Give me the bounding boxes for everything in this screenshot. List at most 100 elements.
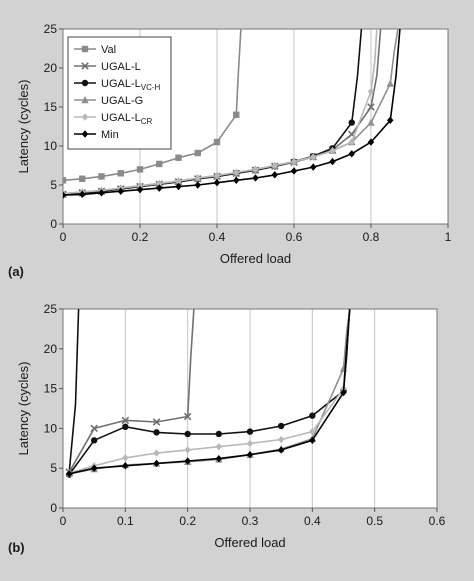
data-point-min: [387, 116, 394, 124]
x-tick-label: 0.5: [366, 514, 383, 528]
data-point-ugal-l-cr: [175, 177, 182, 185]
data-point-val: [98, 173, 105, 180]
legend-label-val: Val: [101, 44, 116, 56]
data-point-min: [90, 464, 98, 472]
data-point-ugal-l-cr: [215, 443, 223, 451]
y-tick-label: 0: [50, 217, 57, 231]
legend-label-subscript: VC-H: [141, 83, 161, 92]
x-axis-label: Offered load: [220, 251, 291, 266]
x-tick-label: 0.6: [286, 230, 303, 244]
data-point-ugal-l-vc-h: [184, 430, 191, 438]
legend-label-main: UGAL-L: [101, 112, 141, 124]
data-point-min: [340, 388, 347, 397]
data-point-ugal-g: [386, 79, 394, 87]
data-point-ugal-l: [121, 416, 130, 425]
data-point-min: [98, 189, 105, 197]
data-point-ugal-l-cr: [309, 427, 316, 436]
x-tick-label: 0.3: [242, 514, 259, 528]
x-tick-label: 0: [60, 230, 67, 244]
x-tick-label: 0.4: [304, 514, 321, 528]
data-point-ugal-l-vc-h: [90, 437, 98, 444]
plot-frame: [62, 28, 449, 225]
legend-item-ugal-l-cr: UGAL-LCR: [74, 112, 153, 126]
legend-item-ugal-g: UGAL-G: [74, 95, 143, 107]
data-point-ugal-l-vc-h: [153, 429, 160, 436]
series-line-min: [69, 309, 351, 475]
data-point-min: [194, 181, 201, 189]
x-tick-label: 0.8: [363, 230, 380, 244]
legend-label-min: Min: [101, 129, 119, 141]
legend-label-main: UGAL-L: [101, 78, 141, 90]
data-point-ugal-l-cr: [153, 449, 160, 457]
x-tick-label: 1: [445, 230, 452, 244]
data-point-min: [246, 450, 254, 459]
series-min: [63, 29, 401, 199]
legend-marker: [81, 62, 89, 70]
legend-item-min: Min: [74, 129, 119, 141]
y-tick-label: 15: [44, 100, 58, 114]
data-point-min: [153, 459, 160, 468]
data-point-ugal-l-cr: [310, 153, 317, 161]
data-point-ugal-l-vc-h: [348, 119, 355, 126]
data-point-min: [156, 184, 163, 192]
y-axis-label: Latency (cycles): [16, 80, 31, 174]
data-point-ugal-l-cr: [194, 174, 201, 182]
data-point-ugal-l-cr: [329, 146, 336, 155]
data-point-min: [184, 457, 191, 465]
data-point-ugal-l-cr: [246, 439, 254, 448]
series-line-val: [68, 309, 80, 473]
legend-label-ugal-l: UGAL-L: [101, 61, 141, 73]
data-point-ugal-l: [152, 418, 161, 426]
legend-marker: [81, 45, 89, 53]
legend-label-subscript: CR: [141, 117, 153, 126]
legend-item-val: Val: [74, 44, 116, 56]
data-point-ugal-l-cr: [348, 138, 355, 146]
data-point-val: [194, 149, 201, 157]
plot-series-layer: [65, 309, 351, 478]
x-tick-label: 0.6: [429, 514, 446, 528]
data-point-min: [136, 185, 144, 194]
chart-a: 0 5 10 15 20 25 0 0.2 0.4 0.6 0.8 1 Offered load Late…: [16, 22, 452, 266]
data-point-ugal-l-cr: [277, 435, 285, 444]
data-point-min: [63, 191, 67, 199]
x-tick-label: 0.4: [209, 230, 226, 244]
series-val: [68, 309, 80, 473]
data-point-ugal-l: [90, 424, 98, 433]
legend-marker: [81, 113, 89, 121]
data-point-min: [309, 436, 316, 445]
y-tick-label: 20: [44, 61, 58, 75]
data-point-min: [310, 163, 317, 171]
data-point-min: [252, 174, 259, 182]
series-val: [63, 29, 242, 184]
panel-label-a: (a): [8, 264, 24, 279]
y-tick-label: 25: [44, 302, 58, 316]
data-point-val: [136, 166, 144, 173]
data-point-ugal-l-vc-h: [309, 412, 316, 419]
data-point-ugal-l-cr: [233, 168, 240, 177]
data-point-ugal-l-vc-h: [122, 423, 129, 431]
data-point-ugal-l-vc-h: [277, 422, 285, 430]
panel-label-b: (b): [8, 540, 25, 555]
data-point-min: [277, 446, 285, 454]
y-tick-label: 15: [44, 382, 58, 396]
data-point-min: [79, 190, 86, 199]
data-point-min: [271, 171, 278, 179]
data-point-min: [117, 187, 124, 195]
y-tick-label: 25: [44, 22, 58, 36]
x-tick-label: 0.1: [117, 514, 134, 528]
plot-series-layer: [63, 29, 401, 199]
x-tick-label: 0: [60, 514, 67, 528]
data-point-ugal-l: [367, 103, 375, 111]
legend-label-ugal-g: UGAL-G: [101, 95, 143, 107]
data-point-ugal-g: [367, 118, 375, 126]
legend-item-ugal-l-vc-h: UGAL-LVC-H: [74, 78, 161, 92]
data-point-min: [329, 157, 336, 166]
data-point-min: [367, 138, 375, 146]
chart-b: 0 5 10 15 20 25 0 0.1 0.2 0.3 0.4 0.5 0.6 Offered loa…: [16, 302, 446, 550]
data-point-min: [290, 167, 298, 175]
legend-marker: [81, 96, 89, 104]
legend-marker: [81, 130, 89, 138]
data-point-ugal-l-cr: [252, 165, 259, 174]
